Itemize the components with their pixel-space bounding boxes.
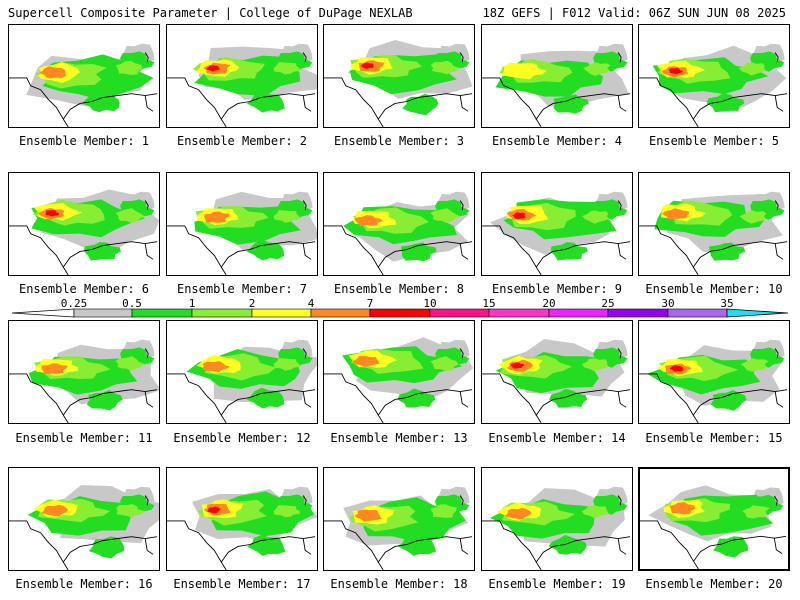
map-plot bbox=[324, 191, 473, 275]
colorbar-label: 15 bbox=[482, 297, 496, 310]
ensemble-map-17[interactable] bbox=[166, 467, 318, 571]
map-plot bbox=[167, 43, 317, 127]
map-plot bbox=[9, 339, 159, 423]
map-plot bbox=[482, 338, 631, 423]
ensemble-map-15[interactable] bbox=[638, 320, 790, 424]
ensemble-label-18: Ensemble Member: 18 bbox=[330, 577, 468, 591]
ensemble-label-4: Ensemble Member: 4 bbox=[491, 134, 623, 148]
ensemble-map-11[interactable] bbox=[8, 320, 160, 424]
map-plot bbox=[9, 485, 159, 570]
colorbar-label: 25 bbox=[601, 297, 615, 310]
ensemble-map-13[interactable] bbox=[323, 320, 475, 424]
ensemble-map-14[interactable] bbox=[481, 320, 633, 424]
ensemble-map-9[interactable] bbox=[481, 172, 633, 276]
colorbar bbox=[11, 308, 789, 318]
ensemble-map-16[interactable] bbox=[8, 467, 160, 571]
ensemble-map-20[interactable] bbox=[638, 467, 790, 571]
colorbar-label: 4 bbox=[307, 297, 315, 310]
ensemble-map-6[interactable] bbox=[8, 172, 160, 276]
colorbar-segment-3 bbox=[191, 308, 253, 318]
ensemble-label-17: Ensemble Member: 17 bbox=[173, 577, 311, 591]
colorbar-segment-7 bbox=[429, 308, 490, 318]
map-plot bbox=[640, 485, 787, 569]
ensemble-map-2[interactable] bbox=[166, 24, 318, 128]
map-plot bbox=[482, 191, 631, 275]
map-plot bbox=[9, 43, 158, 127]
map-plot bbox=[639, 339, 788, 423]
colorbar-segment-12 bbox=[726, 308, 789, 318]
colorbar-segment-2 bbox=[131, 308, 193, 318]
colorbar-label: 35 bbox=[720, 297, 734, 310]
ensemble-label-15: Ensemble Member: 15 bbox=[645, 431, 783, 445]
ensemble-label-16: Ensemble Member: 16 bbox=[15, 577, 153, 591]
colorbar-label: 7 bbox=[366, 297, 374, 310]
run-info: 18Z GEFS | F012 Valid: 06Z SUN JUN 08 20… bbox=[482, 6, 786, 20]
ensemble-map-4[interactable] bbox=[481, 24, 633, 128]
colorbar-segment-4 bbox=[251, 308, 312, 318]
ensemble-label-14: Ensemble Member: 14 bbox=[488, 431, 626, 445]
colorbar-segment-1 bbox=[73, 308, 133, 318]
map-plot bbox=[167, 486, 317, 570]
colorbar-segment-10 bbox=[607, 308, 669, 318]
ensemble-map-12[interactable] bbox=[166, 320, 318, 424]
map-plot bbox=[482, 43, 631, 127]
ensemble-label-5: Ensemble Member: 5 bbox=[648, 134, 780, 148]
ensemble-map-10[interactable] bbox=[638, 172, 790, 276]
ensemble-label-10: Ensemble Member: 10 bbox=[645, 282, 783, 296]
colorbar-label: 20 bbox=[542, 297, 556, 310]
ensemble-map-18[interactable] bbox=[323, 467, 475, 571]
map-plot bbox=[324, 486, 473, 570]
ensemble-label-2: Ensemble Member: 2 bbox=[176, 134, 308, 148]
map-plot bbox=[639, 191, 788, 275]
ensemble-label-6: Ensemble Member: 6 bbox=[18, 282, 150, 296]
ensemble-label-11: Ensemble Member: 11 bbox=[15, 431, 153, 445]
ensemble-label-12: Ensemble Member: 12 bbox=[173, 431, 311, 445]
colorbar-label: 0.25 bbox=[60, 297, 88, 310]
map-plot bbox=[324, 337, 474, 423]
colorbar-label: 2 bbox=[248, 297, 256, 310]
map-plot bbox=[167, 191, 317, 275]
colorbar-label: 0.5 bbox=[122, 297, 142, 310]
ensemble-map-19[interactable] bbox=[481, 467, 633, 571]
page-title: Supercell Composite Parameter | College … bbox=[8, 6, 413, 20]
colorbar-label: 30 bbox=[661, 297, 675, 310]
ensemble-label-13: Ensemble Member: 13 bbox=[330, 431, 468, 445]
ensemble-map-8[interactable] bbox=[323, 172, 475, 276]
map-plot bbox=[167, 339, 317, 423]
colorbar-segment-11 bbox=[667, 308, 728, 318]
ensemble-map-3[interactable] bbox=[323, 24, 475, 128]
map-plot bbox=[9, 189, 159, 275]
ensemble-label-7: Ensemble Member: 7 bbox=[176, 282, 308, 296]
colorbar-segment-0 bbox=[11, 308, 75, 318]
colorbar-segment-9 bbox=[548, 308, 609, 318]
map-plot bbox=[482, 486, 631, 570]
ensemble-map-5[interactable] bbox=[638, 24, 790, 128]
colorbar-label: 1 bbox=[188, 297, 196, 310]
colorbar-label: 10 bbox=[423, 297, 437, 310]
ensemble-label-8: Ensemble Member: 8 bbox=[333, 282, 465, 296]
ensemble-label-20: Ensemble Member: 20 bbox=[645, 577, 783, 591]
ensemble-map-1[interactable] bbox=[8, 24, 160, 128]
ensemble-label-3: Ensemble Member: 3 bbox=[333, 134, 465, 148]
map-plot bbox=[639, 43, 788, 127]
colorbar-segment-5 bbox=[310, 308, 371, 318]
colorbar-segment-8 bbox=[488, 308, 550, 318]
ensemble-label-1: Ensemble Member: 1 bbox=[18, 134, 150, 148]
ensemble-map-7[interactable] bbox=[166, 172, 318, 276]
colorbar-segment-6 bbox=[369, 308, 431, 318]
ensemble-label-19: Ensemble Member: 19 bbox=[488, 577, 626, 591]
ensemble-label-9: Ensemble Member: 9 bbox=[491, 282, 623, 296]
map-plot bbox=[324, 40, 473, 127]
